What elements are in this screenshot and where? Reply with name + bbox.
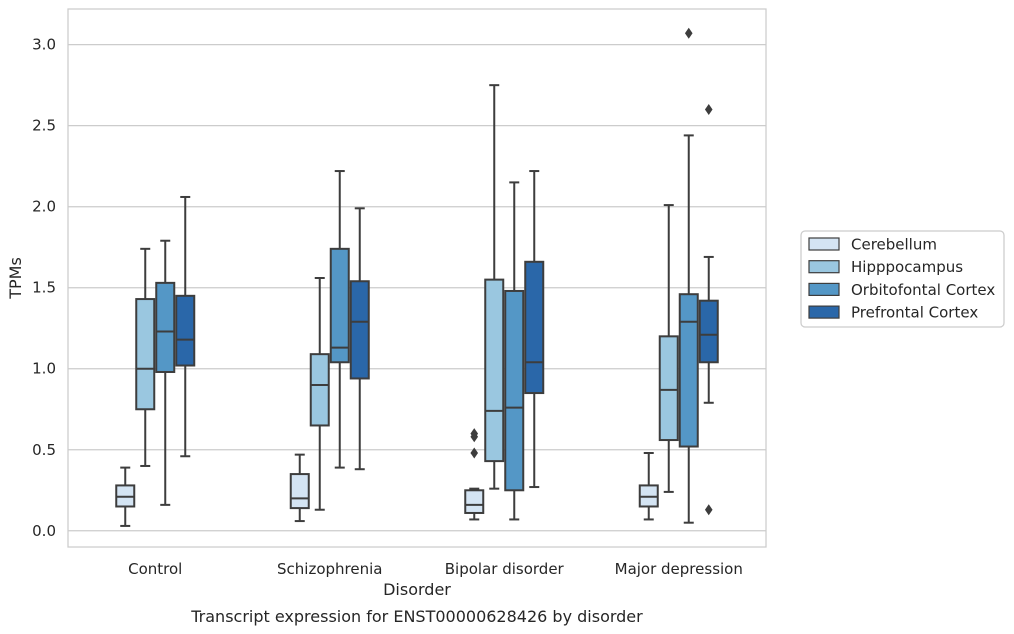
y-tick-label: 0.5	[32, 441, 56, 459]
y-tick-label: 3.0	[32, 36, 56, 54]
legend-item: Hipppocampus	[808, 258, 963, 276]
iqr-box	[504, 289, 525, 492]
legend-swatch	[808, 260, 840, 274]
legend-item: Cerebellum	[808, 236, 937, 254]
y-axis: 0.0 0.5 1.0 1.5 2.0 2.5 3.0	[32, 36, 56, 540]
box-cerebellum	[289, 453, 310, 523]
legend-label: Prefrontal Cortex	[851, 304, 978, 322]
legend-label: Hipppocampus	[851, 258, 963, 276]
x-tick-label: Control	[128, 560, 182, 578]
box-hipppocampus	[309, 277, 330, 511]
y-tick-label: 1.0	[32, 360, 56, 378]
legend-swatch	[808, 237, 840, 251]
iqr-box	[484, 278, 505, 463]
y-tick-label: 2.5	[32, 117, 56, 135]
box-hipppocampus	[658, 204, 679, 493]
legend-label: Orbitofontal Cortex	[851, 281, 995, 299]
iqr-box	[524, 260, 545, 395]
legend-item: Orbitofontal Cortex	[808, 281, 995, 299]
legend-item: Prefrontal Cortex	[808, 304, 978, 322]
iqr-box	[175, 294, 196, 367]
box-cerebellum	[464, 428, 485, 521]
iqr-box	[289, 473, 310, 510]
plot-area	[115, 27, 719, 527]
box-hipppocampus	[135, 247, 156, 467]
iqr-box	[135, 298, 156, 411]
legend-swatch	[808, 305, 840, 319]
iqr-box	[658, 335, 679, 442]
x-tick-label: Schizophrenia	[277, 560, 382, 578]
outlier-point	[704, 103, 713, 115]
box-cerebellum	[638, 452, 659, 521]
outlier-point	[704, 504, 713, 516]
box-cerebellum	[115, 466, 136, 527]
legend-frame	[800, 230, 1005, 328]
box-hipppocampus	[484, 84, 505, 490]
y-tick-label: 2.0	[32, 198, 56, 216]
y-tick-label: 0.0	[32, 522, 56, 540]
box-prefrontal-cortex	[175, 195, 196, 458]
legend-swatch	[808, 282, 840, 296]
x-tick-label: Bipolar disorder	[445, 560, 565, 578]
iqr-box	[678, 293, 699, 448]
box-orbitofontal-cortex	[155, 239, 176, 506]
x-tick-label: Major depression	[615, 560, 743, 578]
chart-caption: Transcript expression for ENST0000062842…	[190, 607, 643, 626]
outlier-point	[684, 27, 693, 39]
iqr-box	[698, 299, 719, 364]
x-axis-label: Disorder	[383, 580, 451, 599]
y-axis-label: TPMs	[6, 257, 25, 300]
iqr-box	[349, 280, 370, 380]
iqr-box	[329, 247, 350, 364]
legend: Cerebellum Hipppocampus Orbitofontal Corte…	[800, 230, 1005, 328]
box-prefrontal-cortex	[524, 170, 545, 489]
box-orbitofontal-cortex	[504, 181, 525, 521]
outlier-point	[470, 447, 479, 459]
iqr-box	[155, 281, 176, 373]
outlier-point	[470, 428, 479, 440]
iqr-box	[309, 353, 330, 427]
box-orbitofontal-cortex	[678, 27, 699, 524]
y-tick-label: 1.5	[32, 279, 56, 297]
iqr-box	[464, 489, 485, 514]
box-prefrontal-cortex	[698, 103, 719, 516]
box-orbitofontal-cortex	[329, 170, 350, 469]
box-prefrontal-cortex	[349, 207, 370, 471]
x-axis: Control Schizophrenia Bipolar disorder Majo…	[128, 560, 743, 578]
plot-frame	[67, 8, 767, 548]
legend-label: Cerebellum	[851, 236, 937, 254]
